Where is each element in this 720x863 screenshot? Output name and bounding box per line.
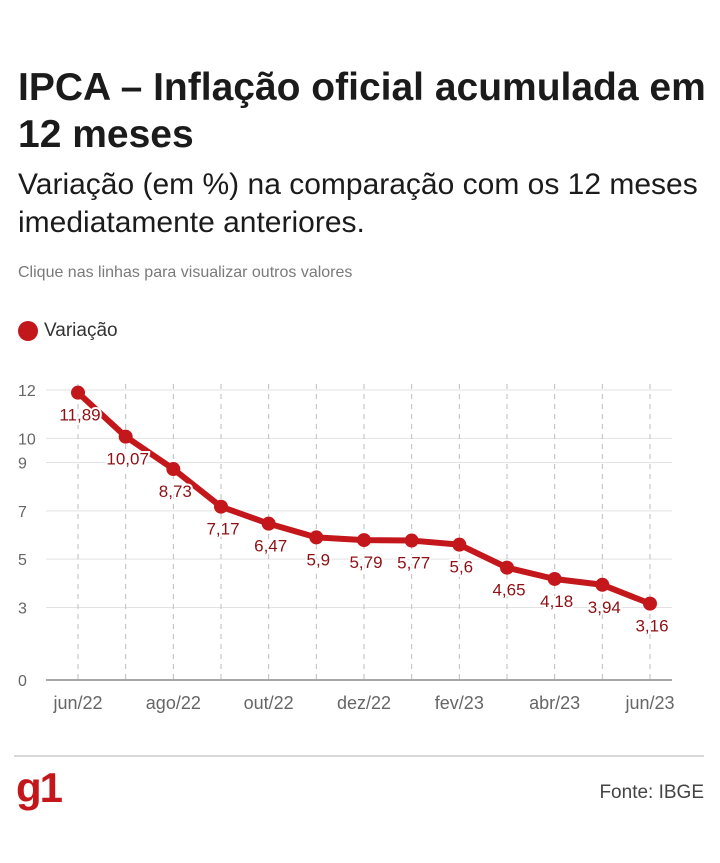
y-tick-label: 5 <box>18 552 27 569</box>
x-tick-label: abr/23 <box>529 693 580 713</box>
data-point[interactable] <box>166 462 181 477</box>
interaction-hint: Clique nas linhas para visualizar outros… <box>18 264 353 281</box>
data-point[interactable] <box>500 560 514 575</box>
data-point[interactable] <box>452 537 467 552</box>
legend-marker <box>18 321 38 341</box>
line-chart: 0 3 5 7 9 10 12 jun/22 ago/22 out/22 dez/22 fev/23 a… <box>18 383 675 713</box>
x-tick-label: ago/22 <box>146 693 201 713</box>
chart-subtitle: Variação (em %) na comparação com os 12 … <box>18 168 698 239</box>
y-tick-label: 0 <box>18 673 27 690</box>
chart-title: IPCA – Inflação oficial acumulada em 12 … <box>18 66 706 156</box>
data-point[interactable] <box>404 533 419 548</box>
data-point[interactable] <box>309 530 324 545</box>
x-tick-label: jun/22 <box>52 693 102 713</box>
data-point[interactable] <box>118 429 133 444</box>
x-tick-label: jun/23 <box>624 693 674 713</box>
data-label: 6,47 <box>254 537 287 556</box>
data-label: 5,6 <box>450 558 474 577</box>
data-point[interactable] <box>357 533 371 548</box>
data-label: 4,18 <box>540 592 573 611</box>
legend-label: Variação <box>44 320 118 341</box>
x-tick-label: out/22 <box>244 693 294 713</box>
data-label: 3,16 <box>635 617 668 636</box>
data-point[interactable] <box>643 596 657 611</box>
y-tick-label: 10 <box>18 431 36 448</box>
data-point[interactable] <box>595 577 610 592</box>
x-tick-label: fev/23 <box>435 693 484 713</box>
data-point[interactable] <box>71 385 85 400</box>
data-label: 8,73 <box>159 482 192 501</box>
x-tick-label: dez/22 <box>337 693 391 713</box>
y-tick-label: 9 <box>18 456 27 473</box>
data-label: 10,07 <box>106 450 149 469</box>
y-tick-label: 7 <box>18 504 27 521</box>
legend[interactable]: Variação <box>18 318 118 344</box>
data-label: 11,89 <box>59 406 100 425</box>
y-tick-label: 12 <box>18 383 36 400</box>
data-label: 7,17 <box>206 520 239 539</box>
data-label: 5,79 <box>349 553 382 572</box>
data-label: 5,77 <box>397 554 430 573</box>
footer-divider <box>14 755 704 757</box>
y-tick-label: 3 <box>18 601 27 618</box>
source-note: Fonte: IBGE <box>599 782 704 803</box>
data-label: 4,65 <box>492 581 525 600</box>
data-label: 5,9 <box>307 550 331 569</box>
data-label: 3,94 <box>588 598 621 617</box>
data-point[interactable] <box>547 571 562 586</box>
g1-logo: g1 <box>16 764 63 811</box>
data-point[interactable] <box>214 499 228 514</box>
data-point[interactable] <box>261 516 276 531</box>
